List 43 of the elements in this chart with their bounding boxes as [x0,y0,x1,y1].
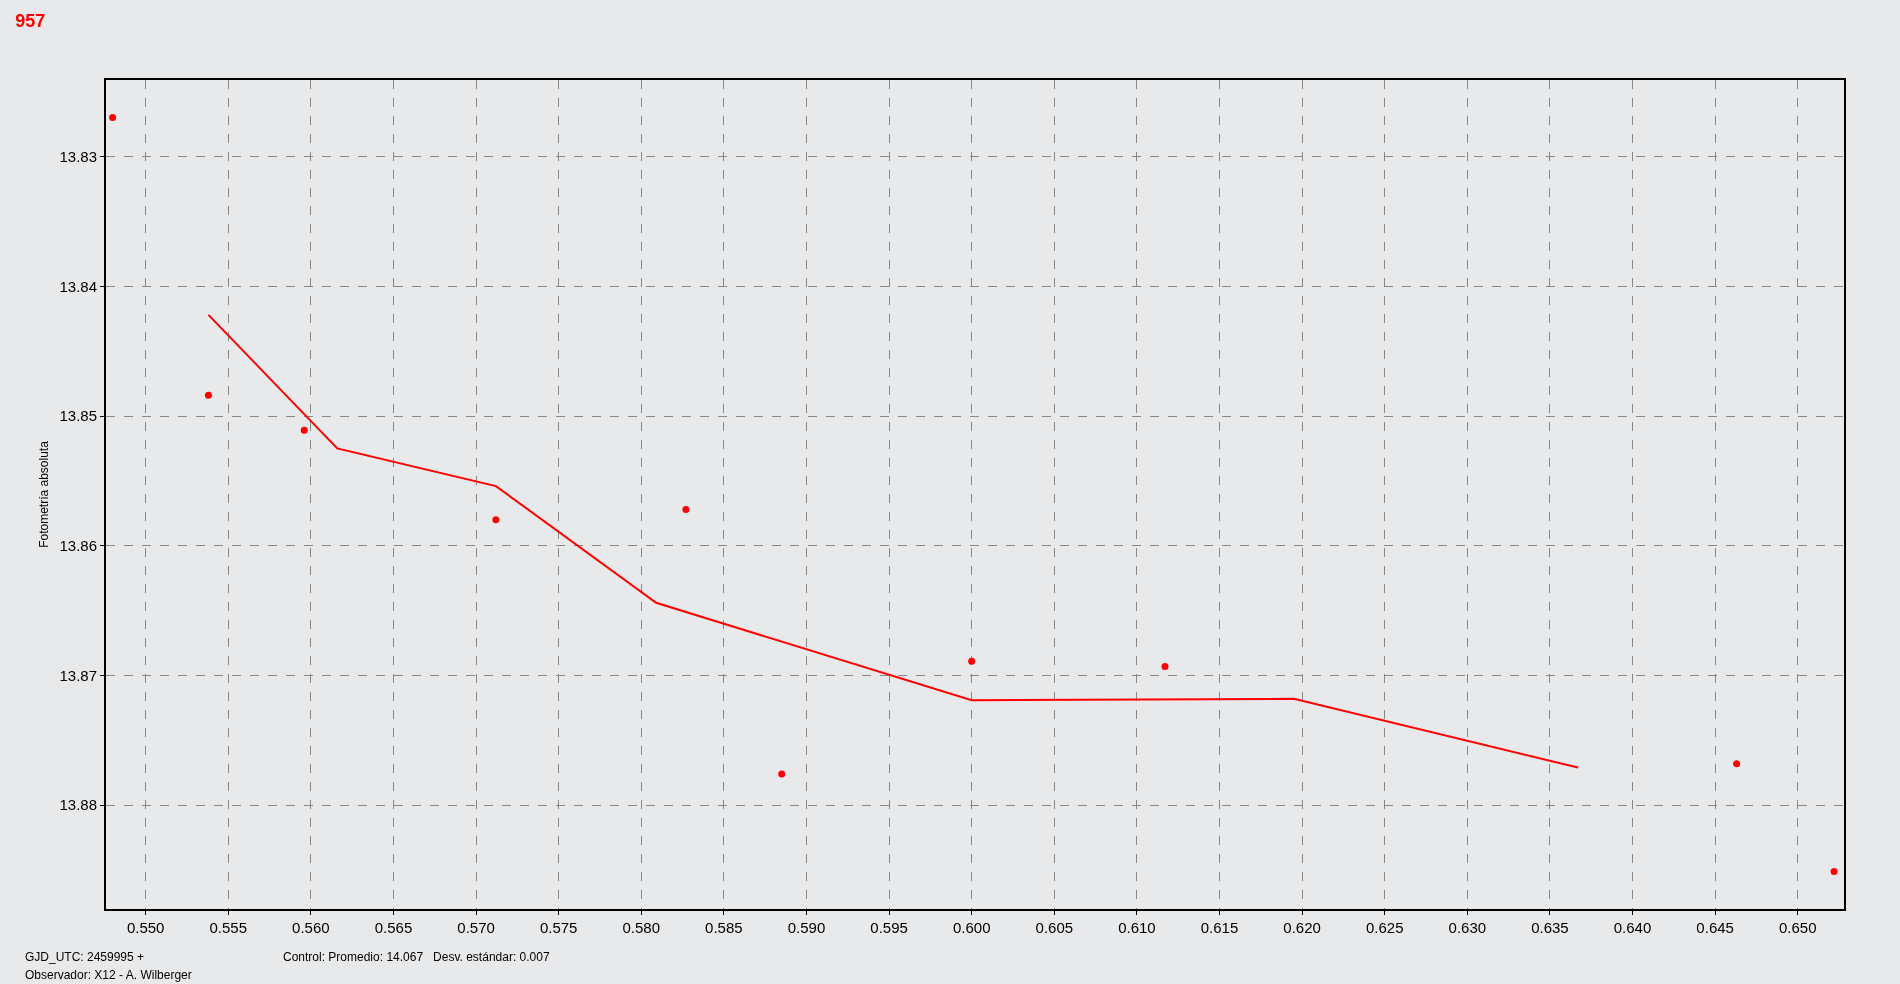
text: Observador: X12 - A. Wilberger [25,968,192,982]
y-tick-label: 13.84 [59,277,97,295]
y-tick-label: 13.85 [59,407,97,425]
point [968,657,976,665]
text: Control: Promedio: 14.067 Desv. estándar: 0.007 [283,950,550,964]
line-series [207,313,1580,769]
point [204,391,212,399]
point [300,426,308,434]
point [1161,662,1169,670]
y-tick-label: 13.86 [59,536,97,554]
x-tick-label: 0.640 [1613,919,1652,936]
y-tick-label: 13.83 [59,147,97,165]
x-tick-label: 0.620 [1283,919,1321,936]
point [1830,867,1838,875]
y-tick-label: 13.87 [59,666,97,684]
point [109,114,117,122]
x-tick-label: 0.560 [292,919,330,936]
point [492,516,500,524]
point [1733,760,1741,768]
chart-title: 957 [15,11,46,32]
point [682,505,690,513]
x-tick-label: 0.595 [870,919,908,936]
y-tick-label: 13.88 [59,796,97,814]
x-tick-label: 0.565 [374,919,413,936]
x-tick-label: 0.605 [1035,919,1074,936]
x-tick-label: 0.555 [209,919,248,936]
x-tick-label: 0.600 [952,919,991,936]
x-tick-label: 0.645 [1696,919,1734,936]
x-tick-label: 0.580 [622,919,661,936]
x-tick-label: 0.635 [1531,919,1569,936]
x-tick-label: 0.570 [457,919,495,936]
x-tick-label: 0.585 [705,919,743,936]
x-tick-label: 0.650 [1778,919,1817,936]
y-axis-title: Fotometría absoluta [37,440,52,548]
x-tick-label: 0.575 [539,919,578,936]
x-tick-label: 0.550 [126,919,165,936]
x-tick-label: 0.625 [1365,919,1404,936]
text: GJD_UTC: 2459995 + [25,950,145,964]
x-tick-label: 0.590 [787,919,826,936]
point [778,770,786,778]
x-tick-label: 0.615 [1200,919,1239,936]
x-tick-label: 0.610 [1118,919,1156,936]
x-tick-label: 0.630 [1448,919,1487,936]
